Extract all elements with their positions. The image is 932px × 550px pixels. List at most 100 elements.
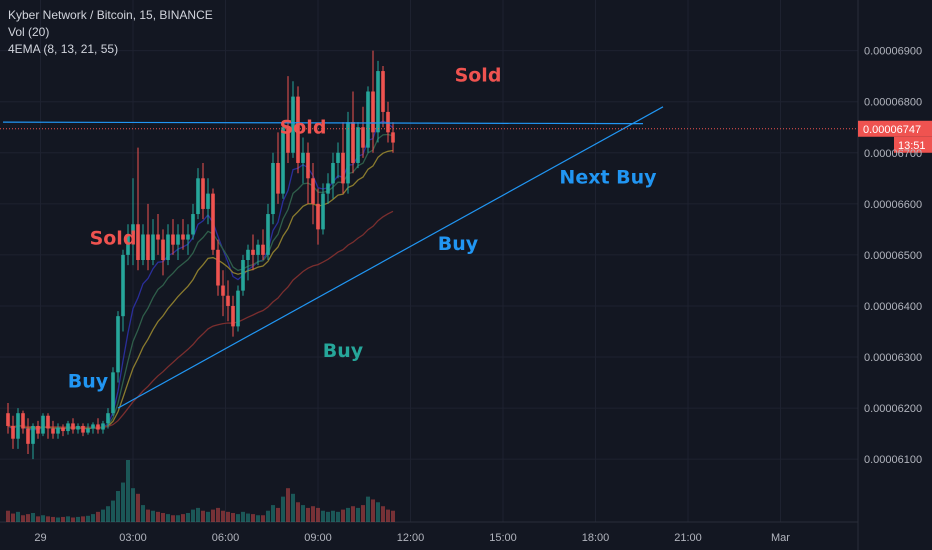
volume-bar: [81, 516, 85, 522]
candle-body: [96, 424, 100, 430]
candle-body: [136, 224, 140, 260]
volume-bar: [371, 499, 375, 522]
time-tick-label: 21:00: [674, 532, 702, 544]
volume-bar: [6, 510, 10, 522]
volume-bar: [291, 493, 295, 522]
candle-body: [51, 428, 55, 434]
volume-bar: [126, 460, 130, 522]
trendline: [117, 106, 664, 409]
candle-body: [246, 249, 250, 260]
volume-bar: [391, 510, 395, 522]
candle-body: [126, 234, 130, 255]
candle-body: [111, 372, 115, 414]
time-tick-label: 15:00: [489, 532, 517, 544]
annotation-label: Next Buy: [559, 166, 657, 188]
volume-bar: [146, 509, 150, 522]
candle-body: [66, 423, 70, 432]
volume-bar: [376, 502, 380, 522]
candle-body: [276, 162, 280, 194]
candle-body: [61, 427, 65, 432]
countdown-tag: [894, 136, 932, 153]
candle-body: [36, 425, 40, 434]
candle-body: [261, 244, 265, 255]
candle-body: [11, 425, 15, 439]
volume-bar: [366, 496, 370, 522]
candle-body: [391, 132, 395, 143]
volume-bar: [66, 516, 70, 522]
ema-indicator-label[interactable]: 4EMA (8, 13, 21, 55): [8, 42, 119, 56]
volume-bar: [91, 514, 95, 522]
volume-bar: [301, 505, 305, 522]
candle-body: [56, 427, 60, 434]
volume-bar: [251, 514, 255, 522]
time-tick-label: 29: [34, 532, 46, 544]
annotation-label: Sold: [90, 228, 137, 250]
price-tick-label: 0.00006200: [864, 403, 922, 415]
volume-bar: [311, 506, 315, 522]
ema-55-line: [7, 210, 394, 428]
symbol-title[interactable]: Kyber Network / Bitcoin, 15, BINANCE: [8, 8, 213, 22]
candle-body: [331, 162, 335, 184]
volume-bar: [21, 515, 25, 522]
candle-body: [341, 152, 345, 184]
price-tick-label: 0.00006600: [864, 199, 922, 211]
price-tick-label: 0.00006400: [864, 301, 922, 313]
candle-body: [266, 214, 270, 255]
annotation-label: Buy: [323, 340, 364, 362]
candle-body: [151, 234, 155, 260]
candle-body: [326, 183, 330, 194]
volume-bar: [191, 509, 195, 522]
volume-bar: [346, 507, 350, 522]
candle-body: [81, 425, 85, 433]
volume-bar: [86, 515, 90, 522]
volume-bar: [31, 512, 35, 522]
volume-indicator-label[interactable]: Vol (20): [8, 25, 50, 39]
price-tick-label: 0.00006900: [864, 46, 922, 58]
candle-body: [21, 413, 25, 429]
candle-body: [296, 96, 300, 163]
volume-bar: [381, 506, 385, 522]
annotation-label: Sold: [280, 116, 327, 138]
volume-bar: [101, 509, 105, 522]
price-tick-label: 0.00006100: [864, 454, 922, 466]
annotation-label: Buy: [438, 233, 479, 255]
candle-body: [231, 305, 235, 327]
volume-bar: [211, 509, 215, 522]
volume-bar: [271, 505, 275, 522]
candle-body: [46, 415, 50, 429]
volume-bar: [111, 500, 115, 522]
time-tick-label: 03:00: [119, 532, 147, 544]
volume-bar: [201, 510, 205, 522]
volume-bar: [166, 514, 170, 522]
volume-bar: [256, 515, 260, 522]
volume-bar: [386, 509, 390, 522]
candle-body: [176, 234, 180, 245]
volume-bar: [336, 511, 340, 522]
volume-bar: [226, 511, 230, 522]
candle-body: [41, 415, 45, 434]
volume-bar: [121, 482, 125, 522]
candle-body: [221, 285, 225, 296]
volume-bar: [16, 511, 20, 522]
volume-bar: [216, 507, 220, 522]
candle-body: [191, 214, 195, 235]
time-tick-label: 12:00: [397, 532, 425, 544]
volume-bar: [306, 507, 310, 522]
annotation-label: Sold: [455, 64, 502, 86]
candle-body: [356, 127, 360, 163]
volume-bar: [61, 516, 65, 522]
volume-bar: [161, 512, 165, 522]
ema-21-line: [7, 149, 394, 429]
ema-8-line: [7, 120, 394, 431]
candle-body: [16, 413, 20, 439]
candle-body: [196, 178, 200, 215]
candle-body: [71, 423, 75, 430]
volume-bar: [56, 517, 60, 522]
candle-body: [366, 91, 370, 148]
volume-bar: [41, 515, 45, 522]
volume-bar: [361, 505, 365, 522]
candle-body: [26, 428, 30, 444]
candle-body: [291, 96, 295, 153]
